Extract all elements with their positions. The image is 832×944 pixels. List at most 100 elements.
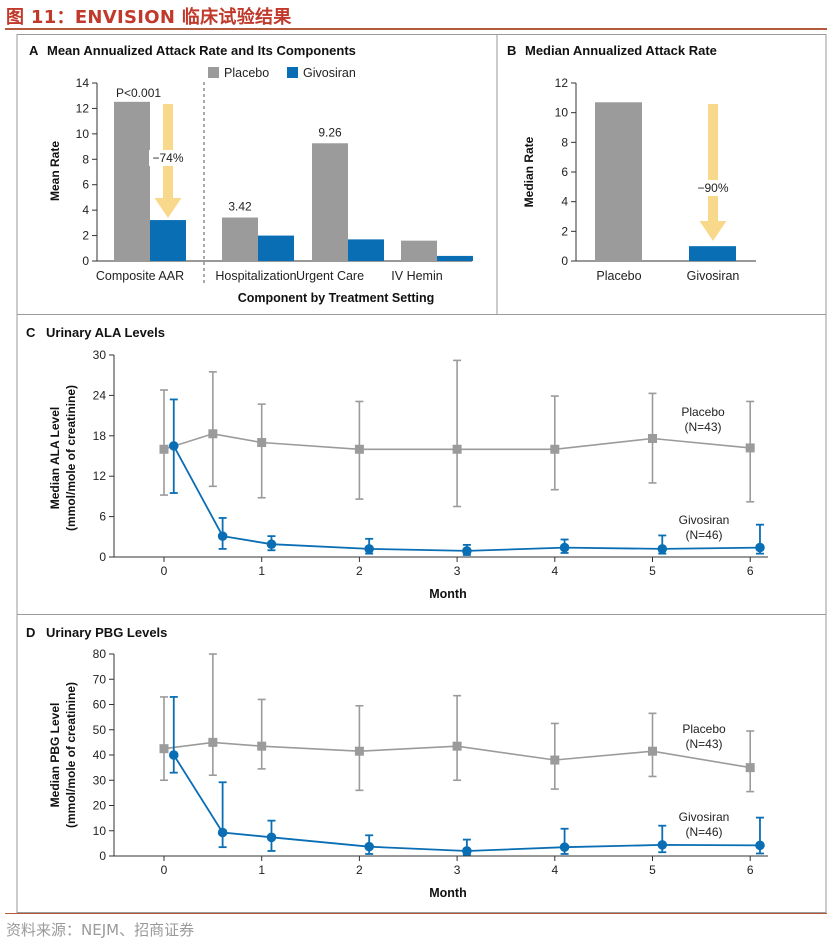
panel-a-ylabel: Mean Rate [48, 141, 62, 201]
panel-d-givosiran-marker [168, 750, 179, 760]
panel-a-y-tick-label: 14 [76, 76, 90, 90]
panel-c-placebo-name: Placebo [681, 405, 725, 419]
panel-b-reduction-label-bg [694, 180, 732, 196]
panel-c-placebo-marker [257, 438, 267, 448]
panel-c-y-tick-label: 30 [93, 348, 107, 362]
panel-d-givosiran-marker [266, 832, 277, 843]
panel-b-category-label: Placebo [596, 269, 641, 283]
panel-a-y-tick-label: 10 [76, 127, 90, 141]
panel-d-y-tick-label: 60 [93, 698, 107, 712]
panel-a-reduction-label: −74% [152, 151, 183, 165]
panel-d-x-tick-label: 1 [258, 863, 265, 877]
panel-d-y-tick-label: 20 [93, 799, 107, 813]
panel-d-letter: D [26, 625, 35, 640]
panel-c-y-tick-label: 18 [93, 429, 107, 443]
panel-d-xlabel: Month [429, 886, 466, 900]
panel-d-givosiran-n: (N=46) [685, 825, 722, 839]
panel-c-givosiran-marker [755, 542, 765, 553]
legend-givosiran-label: Givosiran [303, 66, 356, 80]
panel-c-placebo-line [163, 432, 751, 451]
panel-b-y-tick-label: 6 [561, 165, 568, 179]
panel-a-y-tick-label: 6 [82, 178, 89, 192]
panel-d-x-tick-label: 2 [356, 863, 363, 877]
panel-a-category-label: Urgent Care [296, 269, 364, 283]
panel-d-title: Urinary PBG Levels [46, 625, 167, 640]
panel-b: B Median Annualized Attack Rate Median R… [507, 43, 756, 283]
panel-c-givosiran-name: Givosiran [679, 513, 730, 527]
panel-a-pvalue: P<0.001 [116, 86, 161, 100]
panel-a-letter: A [29, 43, 39, 58]
panel-d-givosiran-line [173, 754, 761, 852]
panel-c-givosiran-marker [657, 544, 668, 554]
panel-d-x-tick-label: 6 [747, 863, 754, 877]
panel-b-ylabel: Median Rate [522, 136, 536, 207]
panel-b-title: Median Annualized Attack Rate [525, 43, 717, 58]
panel-c-xlabel: Month [429, 587, 466, 601]
panel-b-reduction-label: −90% [697, 181, 728, 195]
panel-d-placebo-n: (N=43) [685, 737, 722, 751]
panel-d-givosiran-marker [657, 840, 668, 850]
panel-d-x-tick-label: 3 [454, 863, 461, 877]
panel-d-placebo-marker [159, 744, 169, 754]
panel-c-title: Urinary ALA Levels [46, 325, 165, 340]
legend-givosiran-swatch [287, 67, 298, 78]
panel-d-x-tick-label: 0 [161, 863, 168, 877]
panel-c-y-tick-label: 24 [93, 388, 107, 402]
panel-d-givosiran-marker [364, 841, 374, 852]
panel-a-title: Mean Annualized Attack Rate and Its Comp… [47, 43, 356, 58]
panel-c-y-tick-label: 0 [99, 550, 106, 564]
panel-d-placebo-marker [452, 741, 462, 751]
panel-c-x-tick-label: 1 [258, 564, 265, 578]
panel-a-reduction-label-bg [149, 150, 187, 166]
panel-a-data-label: 9.26 [318, 125, 342, 139]
panel-d-placebo-marker [648, 746, 657, 756]
panel-b-y-tick-label: 8 [561, 135, 568, 149]
panel-d-placebo-marker [257, 741, 267, 751]
legend-placebo-swatch [208, 67, 219, 78]
panel-c-placebo-marker [648, 433, 657, 443]
panel-b-bar-placebo [595, 102, 642, 262]
panel-d-x-tick-label: 4 [551, 863, 558, 877]
panel-c-y-tick-label: 6 [99, 510, 106, 524]
panel-d-y-tick-label: 40 [93, 748, 107, 762]
panel-a-bar-placebo [114, 101, 150, 262]
panel-d-y-tick-label: 50 [93, 723, 107, 737]
panel-d-placebo-marker [745, 763, 755, 773]
panel-b-y-tick-label: 4 [561, 195, 568, 209]
panel-d-ylabel-2: (mmol/mole of creatinine) [64, 682, 78, 828]
panel-b-frame [496, 34, 827, 315]
panel-d-placebo-marker [550, 755, 560, 765]
panel-a-data-label: 3.42 [228, 200, 252, 214]
legend-placebo-label: Placebo [224, 66, 269, 80]
panel-c-givosiran-marker [462, 546, 472, 556]
panel-d-y-tick-label: 0 [99, 849, 106, 863]
panel-c-placebo-n: (N=43) [684, 420, 721, 434]
panel-d-placebo-marker [208, 737, 218, 747]
panel-b-y-tick-label: 2 [561, 224, 568, 238]
panel-d-y-tick-label: 10 [93, 824, 107, 838]
panel-b-y-tick-label: 10 [555, 106, 569, 120]
panel-c-placebo-marker [208, 429, 218, 439]
panel-c-givosiran-marker [364, 544, 374, 554]
panel-c-givosiran-marker [217, 531, 228, 541]
title-rule [5, 28, 827, 30]
panel-d-frame [16, 614, 827, 913]
panel-c-frame [16, 314, 827, 615]
panel-a-bar-placebo [312, 143, 348, 261]
panel-a-bar-givosiran [437, 255, 473, 261]
panel-a-y-tick-label: 12 [76, 101, 90, 115]
panel-d-y-tick-label: 70 [93, 672, 107, 686]
panel-a-xlabel: Component by Treatment Setting [238, 291, 435, 305]
panel-a-category-label: Hospitalization [215, 269, 296, 283]
panel-a-y-tick-label: 8 [82, 152, 89, 166]
panel-b-bar-givosiran [689, 246, 736, 261]
footer-rule [5, 913, 827, 914]
panel-b-y-tick-label: 12 [555, 76, 569, 90]
panel-c-placebo-marker [452, 444, 462, 454]
panel-a-category-label: IV Hemin [391, 269, 442, 283]
panel-d: D Urinary PBG Levels Median PBG Level (m… [26, 625, 768, 900]
panel-c-ylabel-1: Median ALA Level [48, 407, 62, 509]
panel-b-letter: B [507, 43, 516, 58]
panel-c-placebo-marker [159, 444, 169, 454]
